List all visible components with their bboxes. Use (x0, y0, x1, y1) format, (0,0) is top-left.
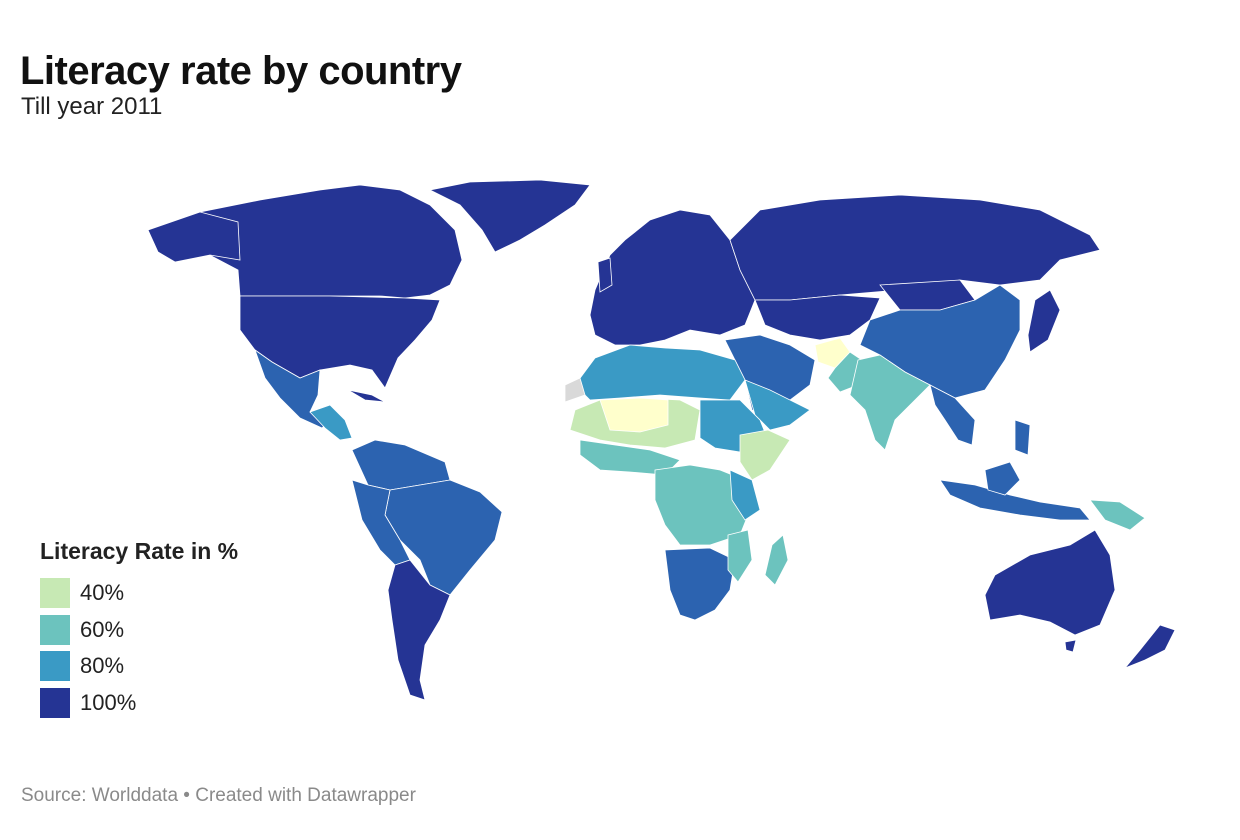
region-tasmania[interactable] (1064, 639, 1077, 653)
legend-label-80: 80% (80, 653, 125, 679)
legend-swatch-100 (40, 687, 70, 718)
region-uk[interactable] (597, 257, 613, 293)
region-central-america[interactable] (309, 404, 353, 441)
legend-title: Literacy Rate in % (40, 538, 239, 564)
chart-title: Literacy rate by country (20, 48, 462, 93)
region-japan[interactable] (1027, 289, 1061, 353)
region-new-zealand[interactable] (1124, 624, 1176, 669)
region-papua[interactable] (1089, 499, 1146, 531)
region-greenland[interactable] (428, 179, 591, 253)
region-borneo[interactable] (984, 461, 1021, 496)
legend-item-100: 100% (40, 685, 238, 722)
legend-item-80: 80% (40, 648, 238, 685)
region-india[interactable] (849, 354, 931, 451)
legend-swatch-40 (40, 578, 70, 609)
region-alaska[interactable] (147, 211, 241, 263)
legend-item-60: 60% (40, 612, 238, 649)
region-southern-africa[interactable] (664, 547, 736, 621)
region-australia[interactable] (984, 529, 1116, 636)
legend-label-60: 60% (80, 616, 125, 642)
legend-label-100: 100% (80, 689, 137, 715)
region-argentina-chile[interactable] (387, 559, 451, 701)
region-horn-africa[interactable] (739, 429, 791, 481)
region-north-africa[interactable] (574, 344, 746, 401)
region-central-asia[interactable] (754, 294, 881, 341)
legend-item-40: 40% (40, 575, 238, 612)
legend-label-40: 40% (80, 580, 125, 606)
region-madagascar[interactable] (764, 534, 789, 586)
region-philippines[interactable] (1014, 419, 1031, 456)
legend-swatch-80 (40, 651, 70, 682)
region-western-sahara[interactable] (564, 377, 586, 403)
region-mozambique[interactable] (727, 529, 753, 583)
region-east-africa[interactable] (729, 469, 761, 521)
source-note[interactable]: Source: Worlddata • Created with Datawra… (21, 785, 416, 806)
region-peru-bolivia[interactable] (351, 479, 411, 566)
region-europe[interactable] (589, 209, 756, 346)
region-southeast-asia[interactable] (929, 384, 976, 446)
region-cuba[interactable] (347, 389, 386, 403)
region-indonesia[interactable] (939, 479, 1091, 521)
region-canada[interactable] (147, 184, 463, 299)
chart-subtitle: Till year 2011 (21, 93, 163, 120)
legend-items: 40% 60% 80% 100% (40, 575, 238, 721)
legend: Literacy Rate in % 40% 60% 80% 100% (40, 538, 238, 721)
region-mali-niger[interactable] (599, 397, 669, 433)
legend-swatch-60 (40, 614, 70, 645)
